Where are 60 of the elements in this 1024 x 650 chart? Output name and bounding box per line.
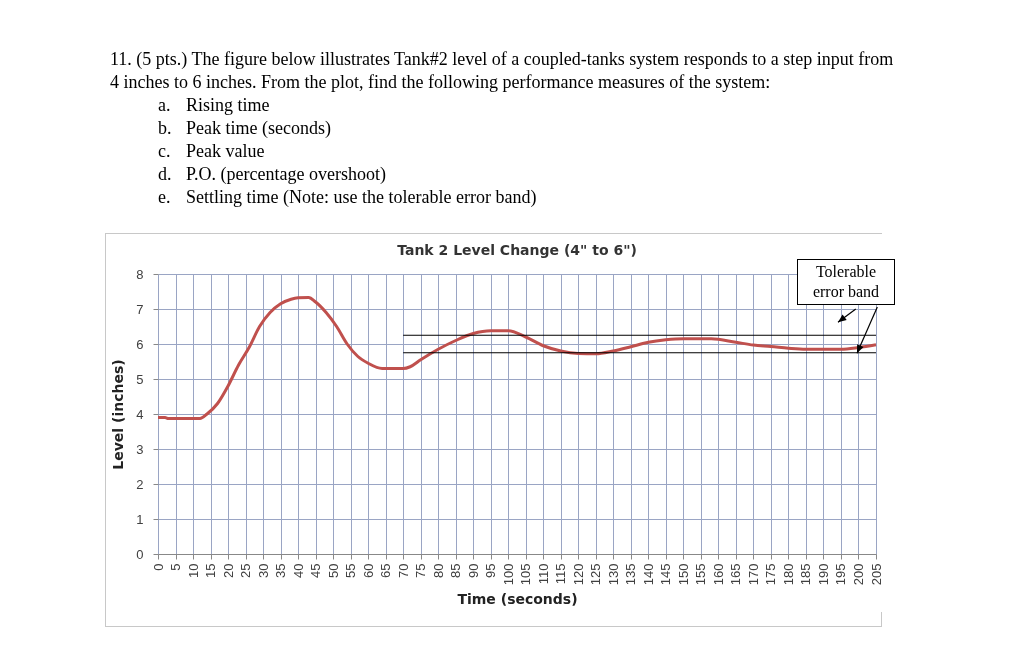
x-tick-label: 165 <box>728 563 744 586</box>
x-tick-label: 170 <box>745 563 761 586</box>
x-tick-label: 40 <box>290 563 306 578</box>
x-tick-label: 120 <box>570 563 586 586</box>
y-tick-label: 5 <box>136 371 144 387</box>
y-tick-label: 7 <box>136 301 144 317</box>
x-tick-label: 140 <box>640 563 656 586</box>
y-tick-label: 6 <box>136 336 144 352</box>
x-tick-label: 195 <box>833 563 849 586</box>
x-tick-label: 80 <box>430 563 446 578</box>
y-axis-title: Level (inches) <box>110 359 127 470</box>
y-tick-label: 8 <box>136 266 144 282</box>
x-tick-label: 10 <box>185 563 201 578</box>
y-tick-label: 2 <box>136 476 144 492</box>
y-tick-label: 4 <box>136 406 144 422</box>
text: e. Settling time (Note: use the tolerable error band) <box>158 186 537 209</box>
x-tick-label: 200 <box>850 563 866 586</box>
y-tick-label: 1 <box>136 511 144 527</box>
x-tick-label: 0 <box>150 563 166 571</box>
x-tick-label: 205 <box>868 563 884 586</box>
x-tick-label: 15 <box>203 563 219 578</box>
text: a. Rising time <box>158 94 270 117</box>
x-tick-label: 185 <box>798 563 814 586</box>
annotation: Tolerable error band <box>796 259 895 305</box>
x-tick-label: 75 <box>413 563 429 578</box>
x-tick-label: 125 <box>588 563 604 586</box>
x-tick-label: 35 <box>273 563 289 578</box>
x-axis-title: Time (seconds) <box>457 591 578 608</box>
x-tick-label: 60 <box>360 563 376 578</box>
x-tick-label: 180 <box>780 563 796 586</box>
text: b. Peak time (seconds) <box>158 117 331 140</box>
x-tick-label: 50 <box>325 563 341 578</box>
x-tick-label: 175 <box>763 563 779 586</box>
x-tick-label: 105 <box>518 563 534 586</box>
x-tick-label: 145 <box>658 563 674 586</box>
x-tick-label: 45 <box>308 563 324 578</box>
x-tick-label: 110 <box>535 563 551 585</box>
x-tick-label: 115 <box>553 563 569 585</box>
text: 11. (5 pts.) The figure below illustrates Tank#2 level of a coupled-tanks system responds to a step input from 4 inches to 6 inches. From the plot, find the following performance measures of the system: <box>110 48 895 94</box>
x-tick-label: 85 <box>448 563 464 578</box>
x-tick-label: 135 <box>623 563 639 586</box>
x-tick-label: 30 <box>255 563 271 578</box>
y-tick-label: 3 <box>136 441 144 457</box>
x-tick-label: 55 <box>343 563 359 578</box>
x-tick-label: 90 <box>465 563 481 578</box>
x-tick-label: 100 <box>500 563 516 586</box>
x-tick-label: 190 <box>815 563 831 586</box>
x-tick-label: 25 <box>238 563 254 578</box>
x-tick-label: 150 <box>675 563 691 586</box>
x-tick-label: 70 <box>395 563 411 578</box>
x-tick-label: 130 <box>605 563 621 586</box>
text: d. P.O. (percentage overshoot) <box>158 163 386 186</box>
chart-title: Tank 2 Level Change (4" to 6") <box>397 242 637 258</box>
x-tick-label: 155 <box>693 563 709 586</box>
x-tick-label: 95 <box>483 563 499 578</box>
x-tick-label: 65 <box>378 563 394 578</box>
x-tick-label: 160 <box>710 563 726 586</box>
x-tick-label: 5 <box>168 563 184 571</box>
x-tick-label: 20 <box>220 563 236 578</box>
text: c. Peak value <box>158 140 265 163</box>
